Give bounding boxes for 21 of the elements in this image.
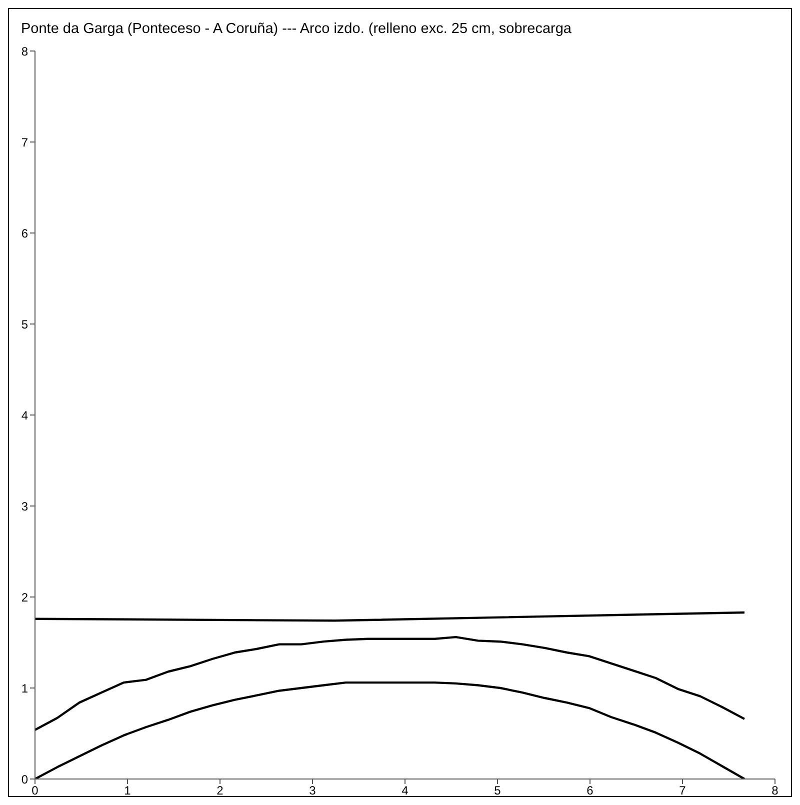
x-tick-label: 8 xyxy=(772,784,779,798)
x-tick-label: 6 xyxy=(586,784,594,798)
chart-title: Ponte da Garga (Ponteceso - A Coruña) --- Arco izdo. (relleno exc. 25 cm, sobrecarga xyxy=(20,20,572,39)
x-tick-label: 5 xyxy=(494,784,502,798)
x-tick-label: 2 xyxy=(216,784,224,798)
y-tick-label: 1 xyxy=(21,681,28,696)
line-series xyxy=(35,681,746,779)
x-tick-label: 3 xyxy=(309,784,316,798)
y-tick-label: 3 xyxy=(21,499,28,514)
x-tick-label: 7 xyxy=(679,784,686,798)
line-series xyxy=(35,636,746,731)
y-tick-label: 6 xyxy=(21,226,28,240)
y-tick-label: 2 xyxy=(21,590,28,604)
y-tick-label: 8 xyxy=(21,44,28,58)
y-tick-label: 4 xyxy=(21,408,28,422)
y-tick-label: 0 xyxy=(21,772,28,786)
x-tick-label: 4 xyxy=(402,784,409,798)
x-tick-label: 1 xyxy=(124,784,132,798)
y-tick-label: 7 xyxy=(21,135,28,150)
y-tick-label: 5 xyxy=(21,317,28,332)
x-tick-label: 0 xyxy=(32,784,39,798)
